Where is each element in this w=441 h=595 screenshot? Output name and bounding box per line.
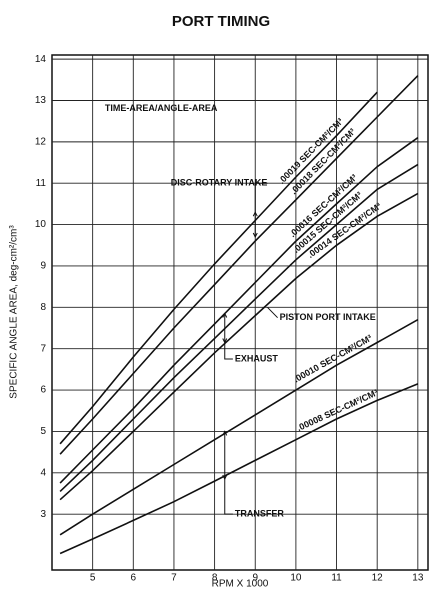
- x-tick-label: 13: [412, 573, 424, 584]
- y-tick-label: 4: [40, 467, 46, 478]
- series-line: [59, 319, 419, 536]
- y-tick-label: 3: [40, 509, 46, 520]
- y-tick-label: 7: [40, 343, 46, 354]
- y-tick-label: 9: [40, 261, 46, 272]
- series-label: .00008 SEC-CM²/CM³: [295, 387, 379, 433]
- y-tick-label: 13: [35, 95, 47, 106]
- x-tick-label: 6: [131, 573, 137, 584]
- y-tick-label: 10: [35, 219, 47, 230]
- y-axis-label: SPECIFIC ANGLE AREA, deg-cm²/cm³: [9, 225, 20, 399]
- series-line: [59, 383, 419, 555]
- series-line: [59, 75, 419, 455]
- annotation: PISTON PORT INTAKE: [280, 312, 376, 322]
- x-axis-label: RPM X 1000: [212, 579, 269, 590]
- series-line: [59, 192, 419, 501]
- x-tick-label: 12: [372, 573, 384, 584]
- plot-frame: [51, 54, 429, 571]
- y-tick-label: 8: [40, 302, 46, 313]
- arrow-head: [252, 211, 258, 239]
- annotation: TRANSFER: [235, 509, 284, 519]
- x-tick-label: 8: [212, 573, 218, 584]
- callout-leader: [224, 478, 233, 515]
- series-line: [59, 137, 419, 484]
- annotation: EXHAUST: [235, 353, 279, 363]
- callout-leader: [267, 306, 278, 319]
- series-label: .00010 SEC-CM²/CM³: [292, 333, 374, 385]
- x-tick-label: 11: [331, 573, 342, 584]
- x-tick-label: 5: [90, 573, 96, 584]
- y-tick-label: 6: [40, 385, 46, 396]
- x-tick-label: 10: [290, 573, 302, 584]
- series-line: [59, 163, 419, 492]
- x-tick-label: 7: [171, 573, 177, 584]
- y-tick-label: 12: [35, 137, 47, 148]
- chart-title: PORT TIMING: [172, 13, 270, 30]
- callout-leader: [224, 342, 233, 360]
- annotation: TIME-AREA/ANGLE-AREA: [105, 103, 218, 113]
- series-line: [59, 91, 378, 445]
- annotation: DISC-ROTARY INTAKE: [171, 178, 268, 188]
- y-tick-label: 11: [36, 178, 47, 189]
- x-tick-label: 9: [252, 573, 258, 584]
- y-tick-label: 5: [40, 426, 46, 437]
- y-tick-label: 14: [35, 54, 47, 65]
- callout-leader: [254, 182, 268, 213]
